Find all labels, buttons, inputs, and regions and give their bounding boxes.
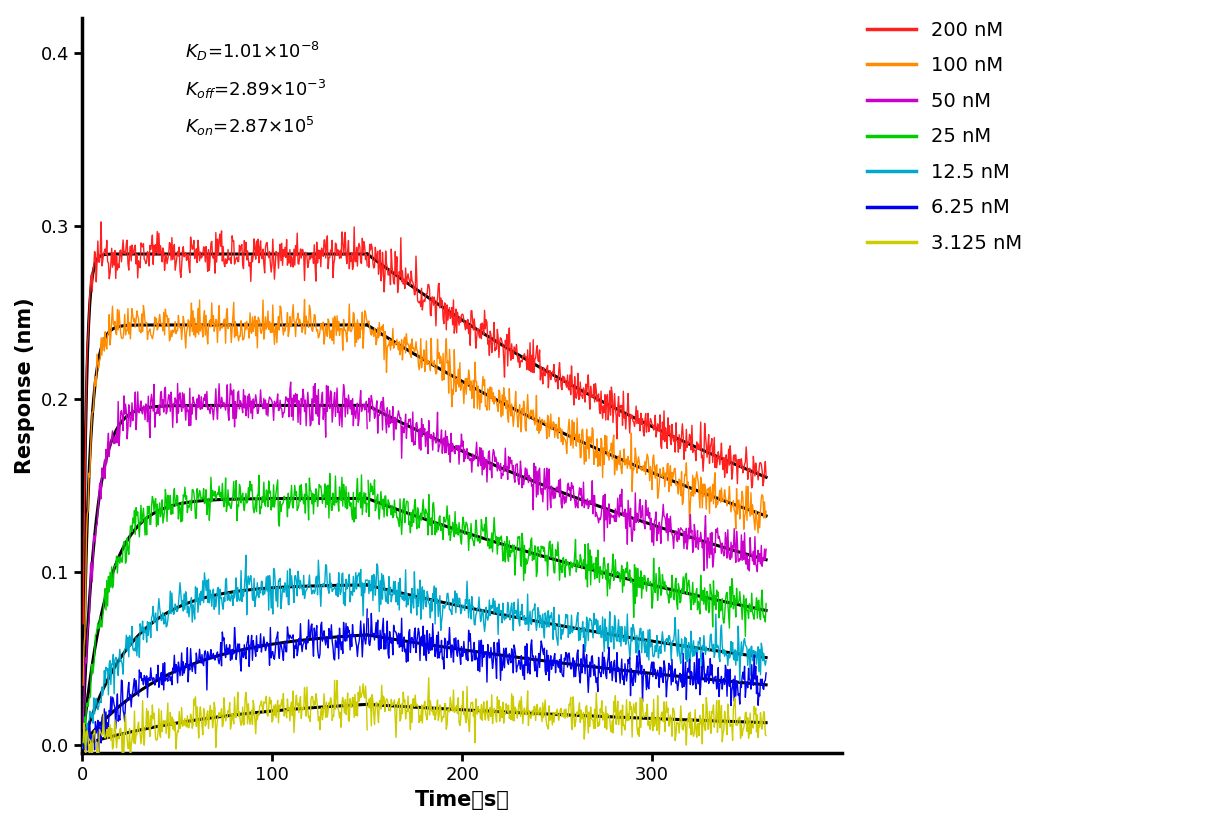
X-axis label: Time（s）: Time（s） bbox=[415, 790, 510, 810]
Text: $K_{D}$=1.01×10$^{-8}$
$K_{off}$=2.89×10$^{-3}$
$K_{on}$=2.87×10$^{5}$: $K_{D}$=1.01×10$^{-8}$ $K_{off}$=2.89×10… bbox=[185, 40, 326, 139]
Legend: 200 nM, 100 nM, 50 nM, 25 nM, 12.5 nM, 6.25 nM, 3.125 nM: 200 nM, 100 nM, 50 nM, 25 nM, 12.5 nM, 6… bbox=[860, 13, 1030, 261]
Y-axis label: Response (nm): Response (nm) bbox=[15, 297, 34, 474]
